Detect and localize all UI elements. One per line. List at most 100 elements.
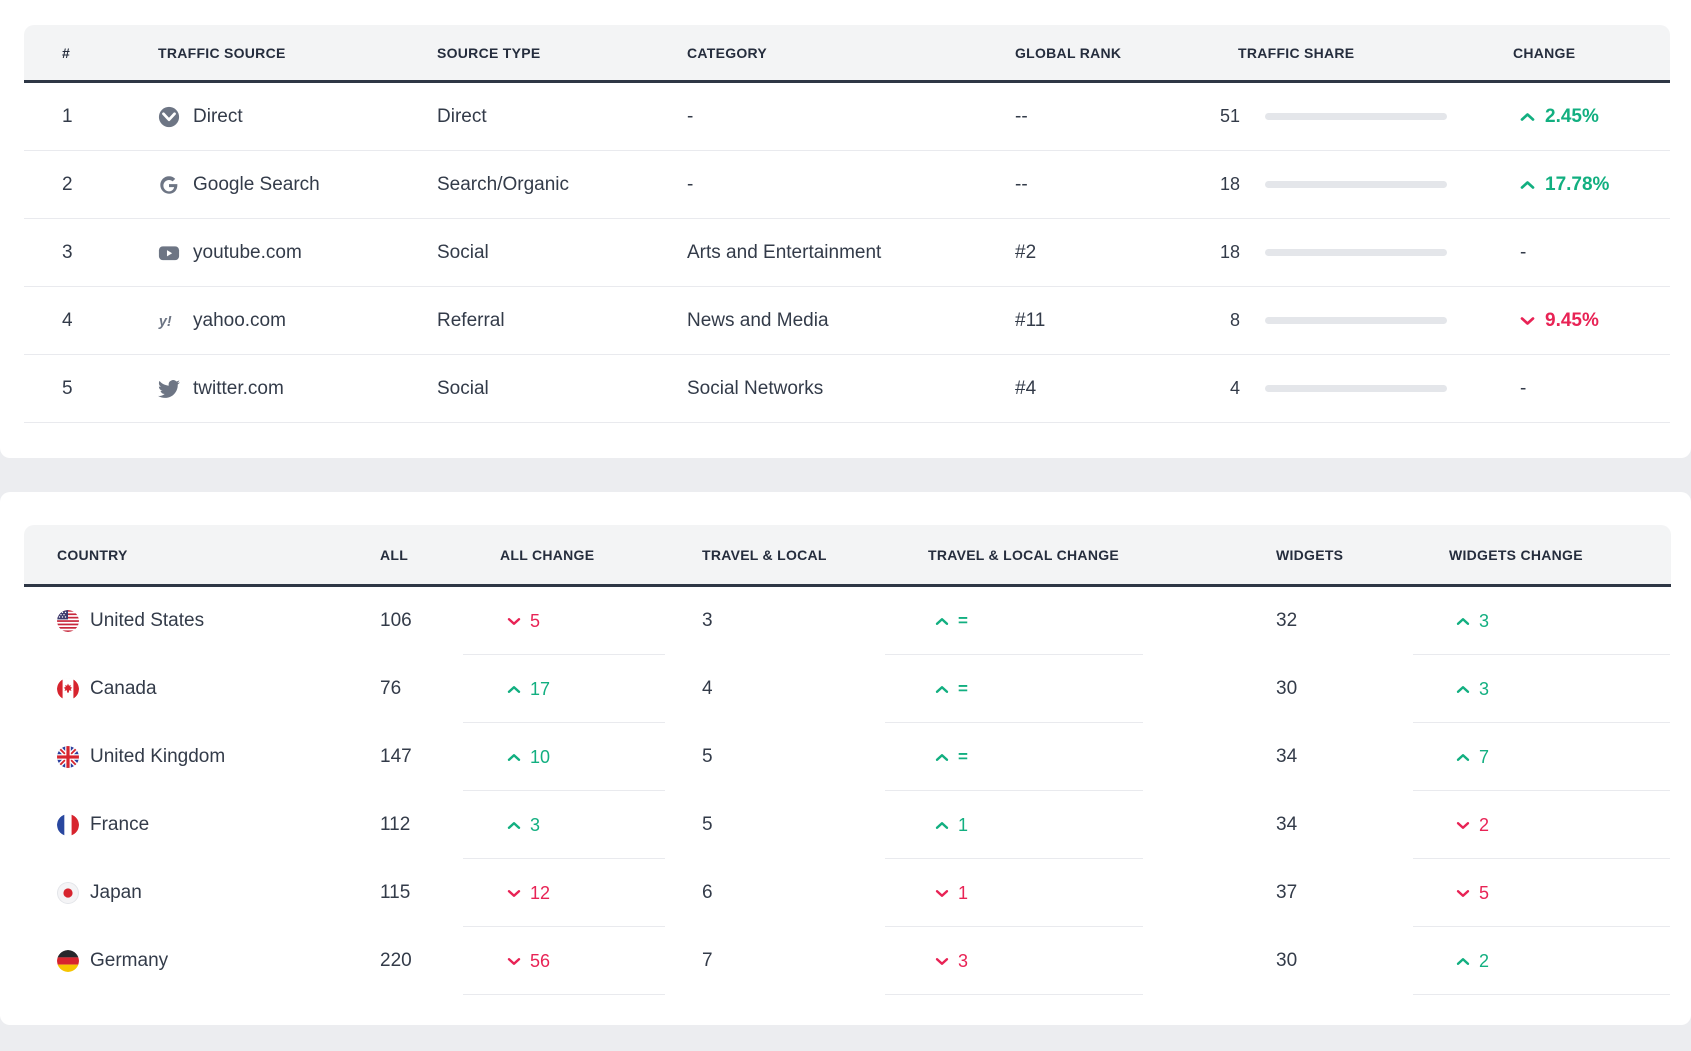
country-table-row: France 112 3 5 1 34 2: [24, 791, 1671, 859]
travel-local-change-value: =: [958, 611, 968, 630]
country-table-header: COUNTRY ALL ALL CHANGE TRAVEL & LOCAL TR…: [24, 525, 1671, 587]
trend-down-icon: [507, 617, 521, 626]
traffic-source-name: youtube.com: [193, 241, 302, 263]
traffic-source-name: yahoo.com: [193, 309, 286, 331]
trend-up-icon: [1456, 617, 1470, 626]
row-divider: [885, 858, 1143, 859]
row-divider: [1413, 790, 1670, 791]
traffic-share-value: 51: [1219, 106, 1240, 126]
all-change-value: 12: [530, 882, 551, 903]
traffic-table-row: 4 y! yahoo.com Referral News and Media #…: [24, 287, 1670, 355]
youtube-icon: [158, 242, 180, 264]
trend-up-icon: [935, 821, 949, 830]
de-flag-icon: [57, 950, 79, 972]
category-value: Arts and Entertainment: [687, 241, 882, 263]
widgets-change-value: 2: [1479, 814, 1490, 835]
widgets-change-cell: 7: [1449, 747, 1671, 768]
traffic-sources-panel: # TRAFFIC SOURCE SOURCE TYPE CATEGORY GL…: [0, 0, 1691, 458]
widgets-change-cell: 3: [1449, 611, 1671, 632]
change-cell: 2.45%: [1513, 106, 1670, 128]
source-type-value: Search/Organic: [437, 173, 570, 195]
row-divider: [1413, 722, 1670, 723]
all-value: 76: [380, 678, 402, 699]
svg-text:y!: y!: [158, 314, 172, 330]
trend-down-icon: [935, 889, 949, 898]
traffic-table-row: 3 youtube.com Social Arts and Entertainm…: [24, 219, 1670, 287]
country-name: France: [90, 814, 150, 835]
traffic-source-name: Google Search: [193, 173, 320, 195]
trend-down-icon: [1520, 316, 1535, 326]
global-rank-value: --: [1015, 173, 1028, 195]
change-cell: -: [1513, 378, 1670, 400]
yahoo-icon: y!: [158, 310, 180, 332]
travel-local-change-cell: 1: [928, 815, 1276, 836]
widgets-value: 32: [1276, 610, 1298, 631]
all-change-cell: 3: [500, 815, 702, 836]
trend-up-icon: [935, 685, 949, 694]
traffic-table-body: 1 Direct Direct - -- 51 2.45% 2 Google S…: [0, 83, 1691, 423]
all-change-value: 56: [530, 950, 551, 971]
country-table-row: Canada 76 17 4 = 30 3: [24, 655, 1671, 723]
source-type-value: Social: [437, 377, 489, 399]
row-divider: [463, 926, 665, 927]
traffic-source-cell: y! yahoo.com: [158, 310, 437, 332]
traffic-share-cell: 51: [1190, 106, 1513, 127]
traffic-share-value: 18: [1219, 174, 1240, 194]
all-change-value: 5: [530, 610, 541, 631]
header-travel-local-change: TRAVEL & LOCAL CHANGE: [928, 546, 1119, 563]
country-cell: France: [57, 814, 380, 836]
row-divider: [885, 722, 1143, 723]
rank-value: 2: [62, 173, 73, 195]
category-value: News and Media: [687, 309, 829, 331]
country-table-row: Japan 115 12 6 1 37 5: [24, 859, 1671, 927]
category-value: -: [687, 105, 694, 127]
travel-local-change-value: 1: [958, 882, 969, 903]
traffic-share-bar: [1265, 385, 1447, 392]
direct-icon: [158, 106, 180, 128]
widgets-change-cell: 2: [1449, 951, 1671, 972]
gb-flag-icon: [57, 746, 79, 768]
all-value: 147: [380, 746, 412, 767]
widgets-change-value: 5: [1479, 882, 1490, 903]
row-divider: [1413, 926, 1670, 927]
countries-panel: COUNTRY ALL ALL CHANGE TRAVEL & LOCAL TR…: [0, 492, 1691, 1025]
traffic-share-value: 8: [1229, 310, 1240, 330]
all-change-cell: 12: [500, 883, 702, 904]
row-divider: [885, 926, 1143, 927]
country-cell: Japan: [57, 882, 380, 904]
country-cell: Germany: [57, 950, 380, 972]
trend-up-icon: [1456, 685, 1470, 694]
widgets-change-cell: 3: [1449, 679, 1671, 700]
all-change-cell: 17: [500, 679, 702, 700]
header-all-change: ALL CHANGE: [500, 546, 595, 563]
traffic-source-cell: Direct: [158, 106, 437, 128]
country-table-row: United Kingdom 147 10 5 = 34 7: [24, 723, 1671, 791]
fr-flag-icon: [57, 814, 79, 836]
country-name: Japan: [90, 882, 142, 903]
travel-local-change-cell: =: [928, 747, 1276, 767]
trend-down-icon: [1456, 889, 1470, 898]
trend-down-icon: [935, 957, 949, 966]
twitter-icon: [158, 378, 180, 400]
traffic-table-row: 2 Google Search Search/Organic - -- 18 1…: [24, 151, 1670, 219]
travel-local-value: 5: [702, 746, 713, 767]
ca-flag-icon: [57, 678, 79, 700]
row-divider: [885, 654, 1143, 655]
change-cell: -: [1513, 242, 1670, 264]
traffic-share-bar: [1265, 317, 1447, 324]
change-value: -: [1520, 241, 1527, 263]
change-value: 9.45%: [1545, 309, 1599, 331]
country-name: United Kingdom: [90, 746, 226, 767]
global-rank-value: #11: [1015, 309, 1046, 331]
trend-up-icon: [935, 753, 949, 762]
travel-local-value: 5: [702, 814, 713, 835]
travel-local-change-value: =: [958, 747, 968, 766]
header-travel-local: TRAVEL & LOCAL: [702, 546, 827, 563]
traffic-table-row: 1 Direct Direct - -- 51 2.45%: [24, 83, 1670, 151]
header-all: ALL: [380, 546, 409, 563]
traffic-share-value: 18: [1219, 242, 1240, 262]
country-cell: United Kingdom: [57, 746, 380, 768]
traffic-share-cell: 18: [1190, 174, 1513, 195]
all-value: 115: [380, 882, 411, 903]
trend-up-icon: [1520, 180, 1535, 190]
